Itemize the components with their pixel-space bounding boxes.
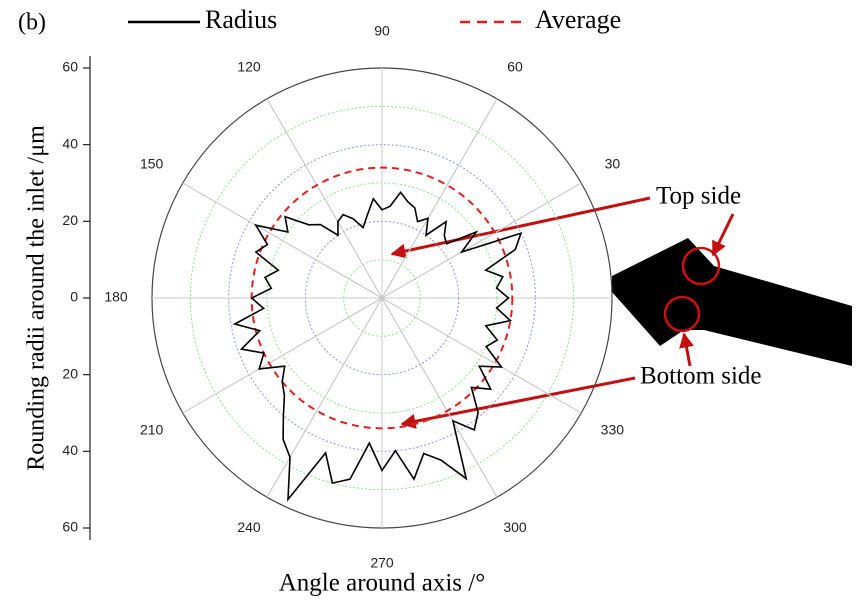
angle-tick-label: 120 [237,58,261,74]
annotation: Bottom side [640,363,762,390]
annotation-arrow [713,214,733,255]
annotation-arrow [684,334,690,366]
annotation-arrow [392,198,650,254]
panel-label: (b) [18,10,46,36]
y-tick-label: 20 [62,212,78,228]
y-tick-label: 0 [70,289,78,305]
y-tick-label: 60 [62,59,78,75]
x-axis-title: Angle around axis /° [279,570,485,597]
angle-tick-label: 330 [601,422,625,438]
radius-line [235,192,521,499]
angle-tick-label: 270 [370,555,394,571]
angle-tick-label: 210 [140,422,164,438]
angle-tick-label: 90 [374,23,390,39]
angle-tick-label: 30 [605,156,621,172]
angle-tick-label: 240 [237,519,261,535]
angle-tick-label: 150 [140,156,164,172]
y-tick-label: 40 [62,135,78,151]
y-tick-label: 60 [62,519,78,535]
angle-tick-label: 180 [104,289,128,305]
chart: (b) Angle around axis /° Rounding radii … [0,0,857,604]
annotation: Top side [656,183,741,210]
y-axis-title: Rounding radii around the inlet /μm [24,125,50,471]
legend-label: Average [535,5,621,34]
legend-label: Radius [205,5,277,34]
nozzle-shape [612,238,852,366]
y-tick-label: 20 [62,365,78,381]
y-tick-label: 40 [62,442,78,458]
angle-tick-label: 60 [507,58,523,74]
angle-tick-label: 300 [503,519,527,535]
